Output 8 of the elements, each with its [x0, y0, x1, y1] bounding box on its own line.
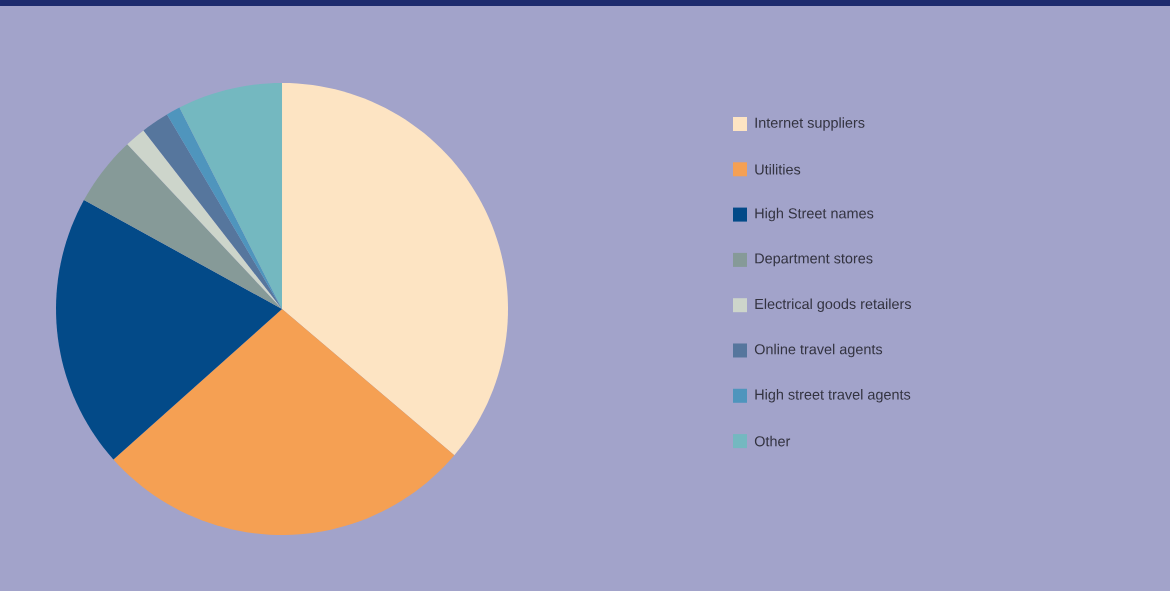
legend-label: Internet suppliers: [755, 117, 865, 131]
legend-label: High Street names: [755, 207, 874, 222]
legend-label: Online travel agents: [754, 343, 883, 358]
legend-label: Other: [754, 435, 791, 447]
legend-label: High street travel agents: [755, 389, 911, 403]
legend-label: Electrical goods retailers: [755, 298, 912, 312]
legend-label: Department stores: [755, 253, 873, 267]
legend-label: Utilities: [755, 163, 801, 175]
